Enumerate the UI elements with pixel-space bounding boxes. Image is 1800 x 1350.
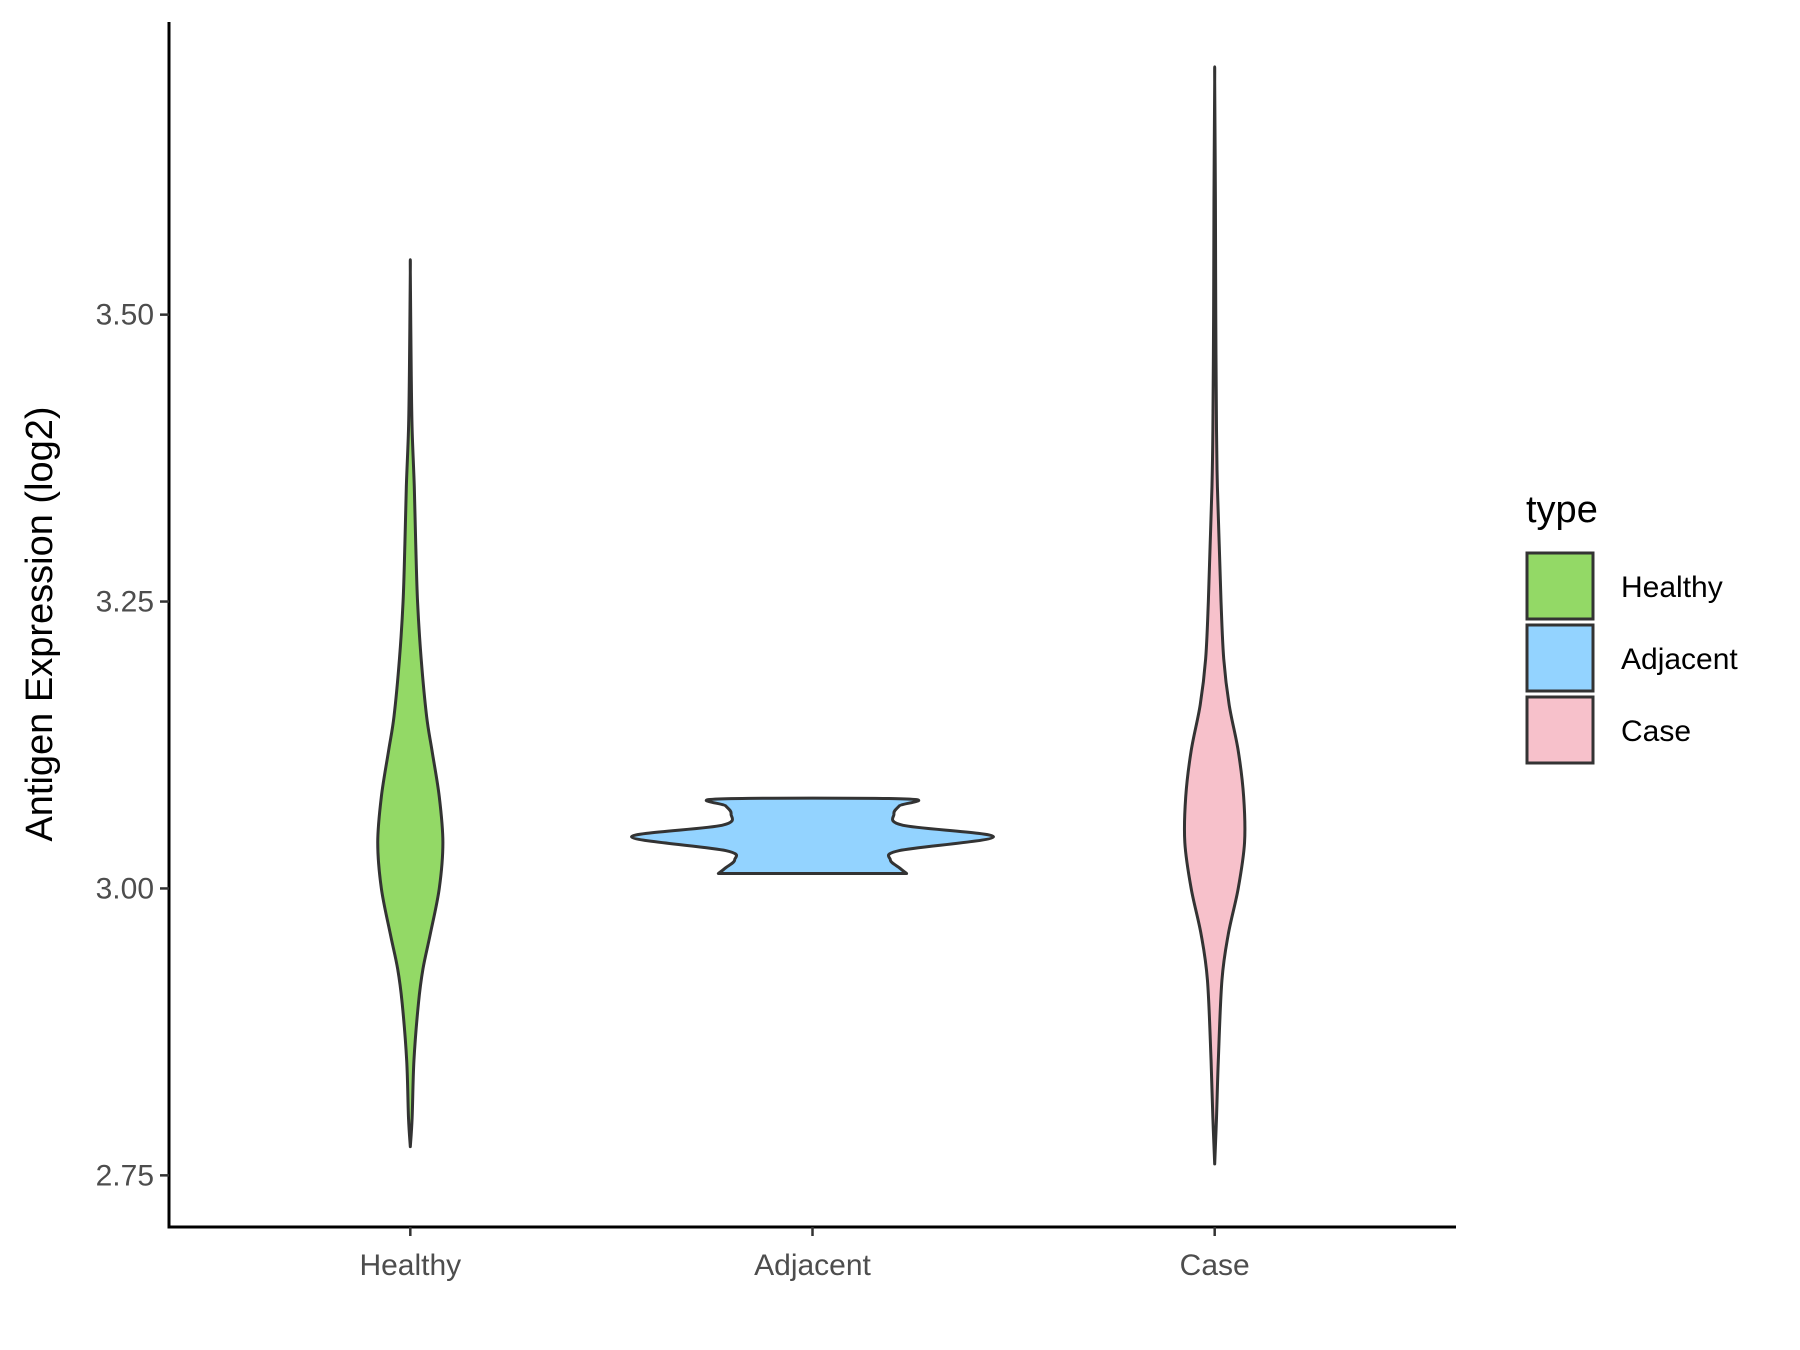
x-tick-label: Adjacent: [754, 1249, 871, 1282]
x-tick-label: Case: [1180, 1249, 1250, 1282]
legend-label: Healthy: [1621, 571, 1723, 604]
y-tick-label: 3.00: [96, 872, 154, 905]
legend: type Healthy Adjacent Case: [1525, 489, 1738, 765]
x-axis-ticks: Healthy Adjacent Case: [359, 1227, 1250, 1282]
legend-label: Adjacent: [1621, 643, 1738, 676]
y-tick-label: 3.50: [96, 299, 154, 332]
violins-layer: [376, 65, 1247, 1166]
y-axis-ticks: 2.75 3.00 3.25 3.50: [96, 299, 169, 1192]
legend-key-healthy: [1525, 551, 1595, 621]
legend-key-adjacent: [1525, 623, 1595, 693]
violin-healthy: [376, 258, 445, 1149]
violin-adjacent: [630, 796, 995, 876]
y-axis-title: Antigen Expression (log2): [19, 406, 61, 841]
violin-case: [1182, 65, 1247, 1166]
y-tick-label: 2.75: [96, 1159, 154, 1192]
legend-key-case: [1525, 695, 1595, 765]
legend-label: Case: [1621, 715, 1691, 748]
x-tick-label: Healthy: [359, 1249, 461, 1282]
y-tick-label: 3.25: [96, 586, 154, 619]
legend-title: type: [1526, 489, 1598, 531]
